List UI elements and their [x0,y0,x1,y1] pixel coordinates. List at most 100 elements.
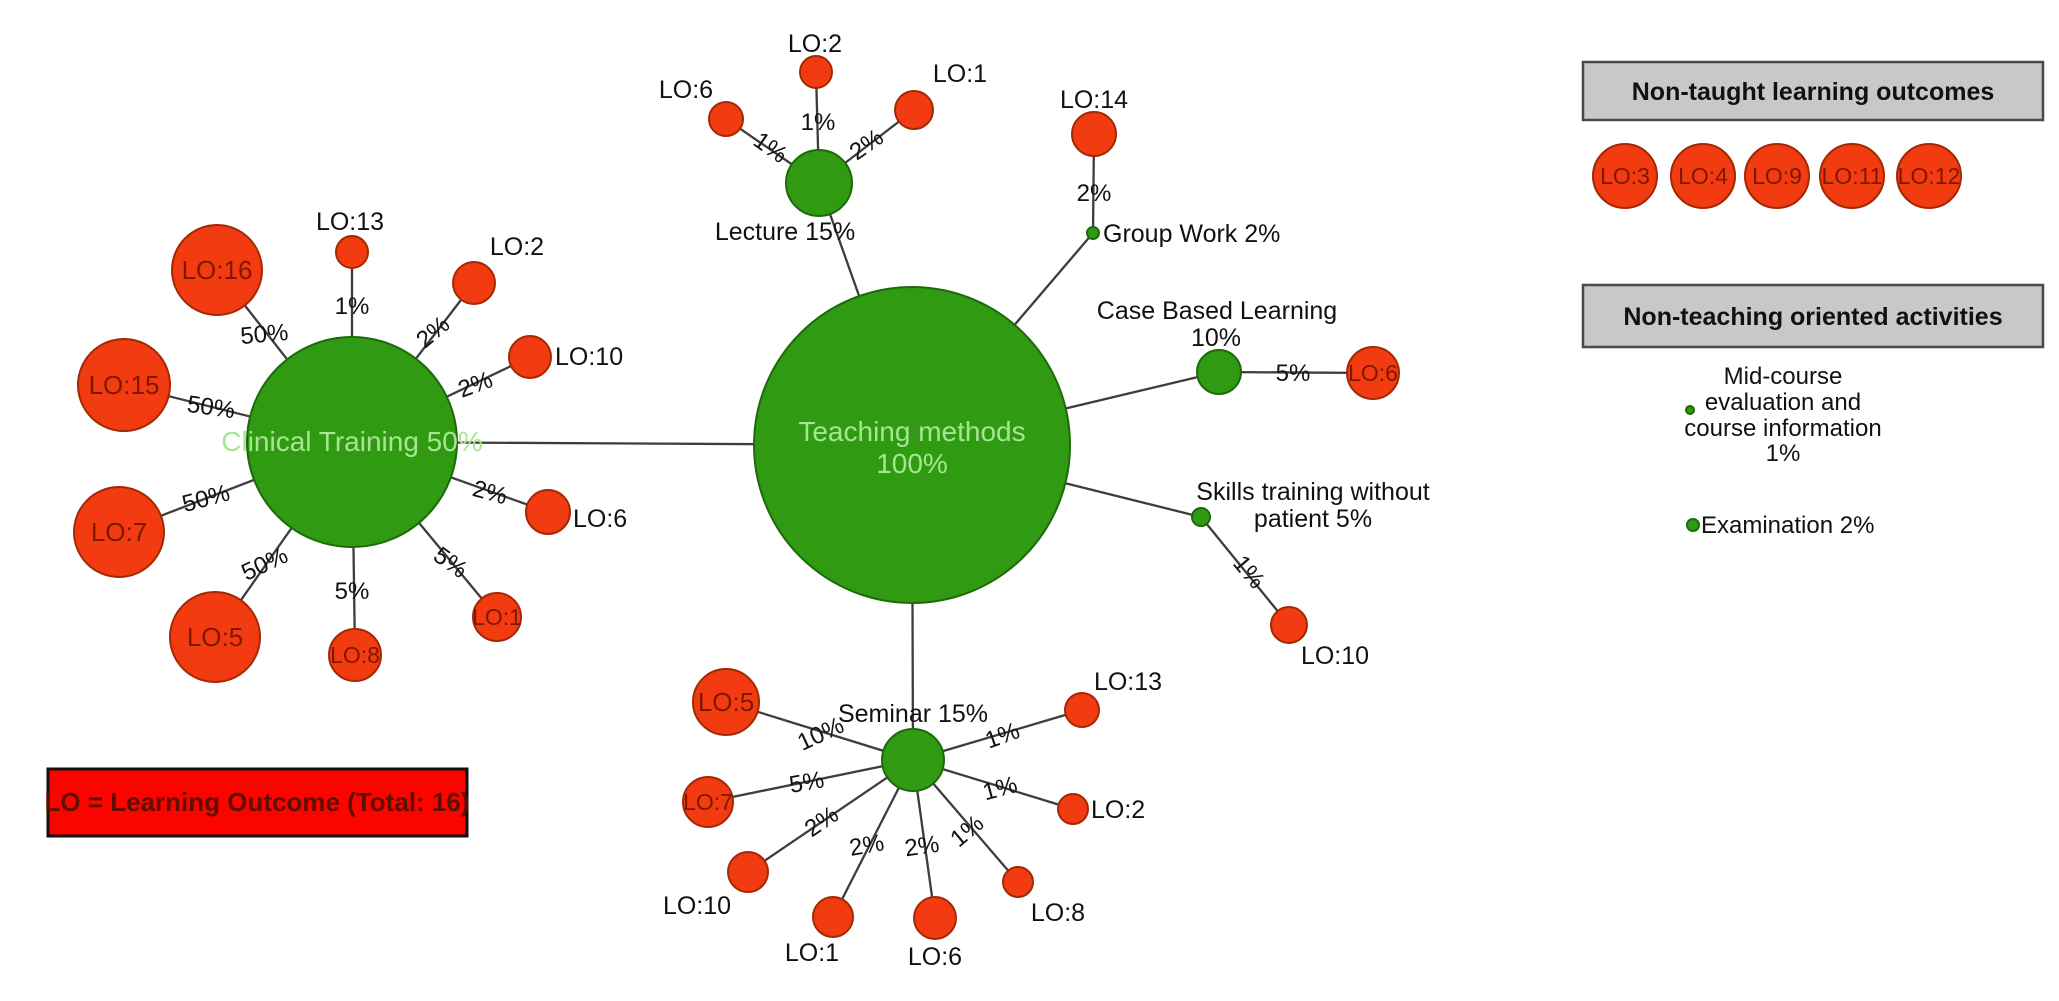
node-case-based-learning [1196,349,1242,395]
node-clinical-lo10 [508,335,552,379]
seminar-label: Seminar 15% [838,700,988,728]
label-clinical-lo8: LO:8 [330,642,380,668]
clinical-training-label: Clinical Training 50% [221,426,482,457]
node-nontaught-lo11 [1819,143,1885,209]
pct-groupwork-lo14: 2% [1077,180,1112,207]
node-clinical-lo13 [335,235,369,269]
node-clinical-lo7 [73,486,165,578]
node-clinical-lo2 [452,261,496,305]
node-clinical-lo1 [472,592,522,642]
node-seminar-lo6 [913,896,957,940]
node-seminar [881,728,945,792]
pct-clinical-lo7: 50% [179,479,232,518]
non-taught-header-box [1581,60,2045,122]
non-teaching-panel: Non-teaching oriented activities Mid-cou… [1581,283,2045,539]
label-seminar-lo2: LO:2 [1091,796,1145,824]
label-seminar-lo5: LO:5 [698,687,754,717]
node-lecture-lo6 [708,101,744,137]
skills-label-line2: patient 5% [1254,505,1372,533]
case-based-pct: 10% [1191,324,1241,352]
node-group-work-dot [1086,226,1100,240]
pct-clinical-lo5: 50% [237,542,292,587]
node-lecture-lo2 [799,55,833,89]
label-clinical-lo15: LO:15 [89,370,160,400]
edge-seminar-lo10 [747,759,914,873]
mid-course-dot-icon [1685,405,1695,415]
label-skills-lo10: LO:10 [1301,642,1369,670]
case-based-label: Case Based Learning [1097,297,1337,325]
mid-course-line2: evaluation and [1705,389,1861,416]
teaching-methods-label-line2: 100% [876,448,948,479]
mid-course-line3: course information [1684,415,1881,442]
node-seminar-lo5 [692,668,760,736]
group-work-label: Group Work 2% [1103,220,1280,248]
method-nodes [246,149,1242,792]
pct-seminar-lo8: 1% [945,810,989,853]
node-seminar-lo7 [682,776,734,828]
non-taught-title: Non-taught learning outcomes [1632,78,1995,106]
node-clinical-training [246,336,458,548]
node-clinical-lo5 [169,591,261,683]
label-clinical-lo7: LO:7 [91,517,147,547]
label-nontaught-lo11: LO:11 [1822,163,1883,189]
node-seminar-lo8 [1002,866,1034,898]
pct-seminar-lo7: 5% [787,766,826,799]
pct-lecture-lo2: 1% [801,109,836,136]
node-seminar-lo13 [1064,692,1100,728]
label-lecture-lo1: LO:1 [933,60,987,88]
examination-dot-icon [1686,518,1700,532]
lecture-label: Lecture 15% [715,218,855,246]
label-nontaught-lo9: LO:9 [1752,163,1802,189]
node-seminar-lo10 [727,851,769,893]
edge-seminar-lo7 [707,758,914,804]
skills-label-line1: Skills training without [1196,478,1429,506]
pct-clinical-lo6: 2% [470,475,510,510]
non-teaching-header-box [1581,283,2045,349]
pct-seminar-lo10: 2% [800,801,844,843]
label-clinical-lo13: LO:13 [316,208,384,236]
legend-text: LO = Learning Outcome (Total: 16) [45,787,470,817]
label-clinical-lo5: LO:5 [187,622,243,652]
node-seminar-lo1 [812,896,854,938]
label-nontaught-lo12: LO:12 [1898,163,1961,189]
label-seminar-lo13: LO:13 [1094,668,1162,696]
pct-seminar-lo1: 2% [847,829,886,862]
label-clinical-lo10: LO:10 [555,343,623,371]
outcome-nodes [73,55,1400,940]
pct-seminar-lo2: 1% [980,771,1020,806]
node-labels: Clinical Training 50% Teaching methods 1… [89,30,1430,971]
pct-casebased-lo6: 5% [1276,360,1311,387]
label-seminar-lo6: LO:6 [908,943,962,971]
pct-clinical-lo15: 50% [185,391,236,424]
node-clinical-lo8 [328,628,382,682]
node-skills-lo10 [1270,606,1308,644]
node-seminar-lo2 [1057,793,1089,825]
teaching-methods-label-line1: Teaching methods [798,416,1025,447]
label-nontaught-lo3: LO:3 [1600,163,1650,189]
legend-box [46,767,469,838]
edge-skills-lo10 [1200,516,1290,626]
pct-clinical-lo13: 1% [335,293,370,320]
label-nontaught-lo4: LO:4 [1678,163,1728,189]
node-clinical-lo6 [525,489,571,535]
pct-seminar-lo6: 2% [903,831,941,863]
label-seminar-lo7: LO:7 [683,789,733,815]
node-lecture [785,149,853,217]
node-nontaught-lo12 [1896,143,1962,209]
pct-clinical-lo10: 2% [455,366,497,403]
label-clinical-lo16: LO:16 [182,255,253,285]
node-casebased-lo6 [1346,346,1400,400]
label-lecture-lo2: LO:2 [788,30,842,58]
label-clinical-lo2: LO:2 [490,233,544,261]
label-clinical-lo1: LO:1 [472,604,522,630]
node-groupwork-lo14 [1071,111,1117,157]
node-teaching-methods [753,286,1071,604]
mid-course-line1: Mid-course [1724,363,1843,390]
non-teaching-title: Non-teaching oriented activities [1623,303,2002,331]
pct-clinical-lo8: 5% [335,578,370,605]
label-seminar-lo10: LO:10 [663,892,731,920]
label-seminar-lo8: LO:8 [1031,899,1085,927]
legend: LO = Learning Outcome (Total: 16) [45,767,470,838]
